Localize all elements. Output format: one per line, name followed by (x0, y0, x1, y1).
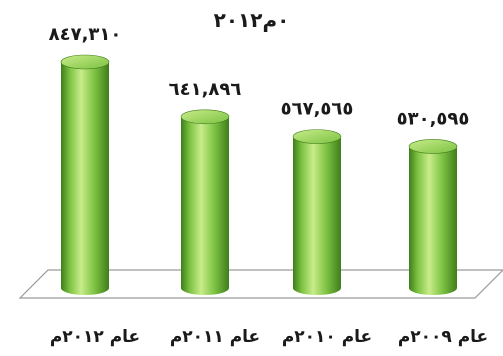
data-label: ٦٤١,٨٩٦ (169, 79, 242, 100)
bar-2 (292, 129, 342, 295)
x-tick-label: عام ٢٠٠٩م (398, 327, 488, 347)
bar-body (181, 116, 229, 295)
bar-body (293, 136, 341, 295)
x-tick-label: عام ٢٠١٢م (50, 327, 140, 347)
bar-body (409, 146, 457, 295)
x-tick-label: عام ٢٠١١م (170, 327, 260, 347)
bar-top (408, 139, 458, 154)
bar-body (61, 62, 109, 295)
data-label: ٨٤٧,٣١٠ (49, 24, 122, 45)
bar-3 (408, 139, 458, 295)
chart-floor (18, 269, 503, 299)
bar-0 (60, 54, 110, 295)
bar-1 (180, 109, 230, 295)
bar-top (180, 109, 230, 125)
data-label: ٥٦٧,٥٦٥ (281, 99, 354, 120)
x-tick-label: عام ٢٠١٠م (282, 327, 372, 347)
bar-top (292, 129, 342, 144)
bar-top (60, 54, 110, 70)
data-label: ٥٣٠,٥٩٥ (397, 108, 470, 129)
chart-title: ٠م٢٠١٢ (213, 8, 290, 32)
